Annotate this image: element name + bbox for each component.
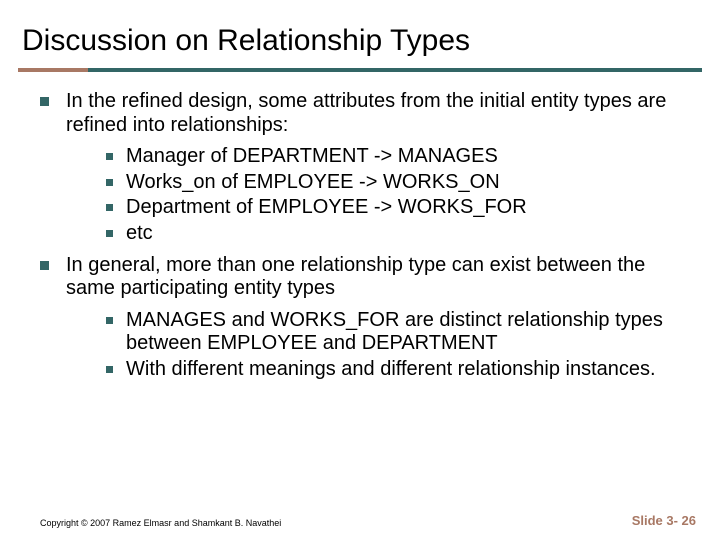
bullet-lvl2: Department of EMPLOYEE -> WORKS_FOR	[106, 196, 690, 220]
slide-number: Slide 3- 26	[632, 513, 696, 528]
bullet-text: In the refined design, some attributes f…	[66, 90, 666, 136]
bullet-lvl2: MANAGES and WORKS_FOR are distinct relat…	[106, 309, 690, 356]
bullet-lvl1: In general, more than one relationship t…	[40, 254, 690, 382]
bullet-lvl2-list: MANAGES and WORKS_FOR are distinct relat…	[66, 309, 690, 382]
bullet-lvl2: Works_on of EMPLOYEE -> WORKS_ON	[106, 171, 690, 195]
slide: Discussion on Relationship Types In the …	[0, 0, 720, 540]
bullet-text: In general, more than one relationship t…	[66, 254, 645, 300]
bullet-lvl1: In the refined design, some attributes f…	[40, 90, 690, 246]
bullet-lvl2-list: Manager of DEPARTMENT -> MANAGESWorks_on…	[66, 145, 690, 245]
copyright-text: Copyright © 2007 Ramez Elmasr and Shamka…	[40, 518, 281, 528]
bullet-lvl2: etc	[106, 222, 690, 246]
slide-footer: Copyright © 2007 Ramez Elmasr and Shamka…	[0, 513, 720, 528]
slide-title: Discussion on Relationship Types	[0, 0, 720, 68]
title-rule	[0, 68, 720, 72]
bullet-lvl2: With different meanings and different re…	[106, 358, 690, 382]
bullet-lvl2: Manager of DEPARTMENT -> MANAGES	[106, 145, 690, 169]
slide-body: In the refined design, some attributes f…	[0, 72, 720, 382]
